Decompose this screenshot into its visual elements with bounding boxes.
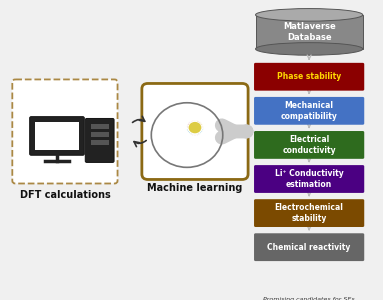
Circle shape [187,122,200,134]
FancyBboxPatch shape [254,165,364,193]
Bar [35,122,79,150]
FancyBboxPatch shape [12,80,118,184]
FancyBboxPatch shape [142,83,248,179]
Text: Machine learning: Machine learning [147,183,243,193]
Bar [91,140,109,145]
Circle shape [190,122,203,134]
Text: Promising candidates for SEs: Promising candidates for SEs [264,297,355,300]
Text: Chemical reactivity: Chemical reactivity [267,243,351,252]
Bar [255,15,363,49]
FancyBboxPatch shape [254,131,364,159]
Text: Electrical
conductivity: Electrical conductivity [282,135,336,154]
Ellipse shape [255,43,363,55]
Bar [91,124,109,129]
Text: Matlaverse
Database: Matlaverse Database [283,22,336,42]
Circle shape [188,123,202,136]
Text: DFT calculations: DFT calculations [20,190,110,200]
Ellipse shape [255,9,363,21]
Text: Phase stability: Phase stability [277,72,341,81]
Text: Mechanical
compatibility: Mechanical compatibility [281,101,337,121]
Circle shape [188,121,202,134]
Bar [91,132,109,137]
Text: Electrochemical
stability: Electrochemical stability [275,203,344,223]
FancyBboxPatch shape [254,63,364,91]
FancyBboxPatch shape [254,233,364,261]
FancyBboxPatch shape [254,199,364,227]
Circle shape [187,121,201,133]
Text: Li⁺ Conductivity
estimation: Li⁺ Conductivity estimation [275,169,344,189]
FancyBboxPatch shape [29,117,84,155]
FancyBboxPatch shape [254,97,364,125]
Circle shape [189,121,203,133]
FancyBboxPatch shape [85,118,114,162]
